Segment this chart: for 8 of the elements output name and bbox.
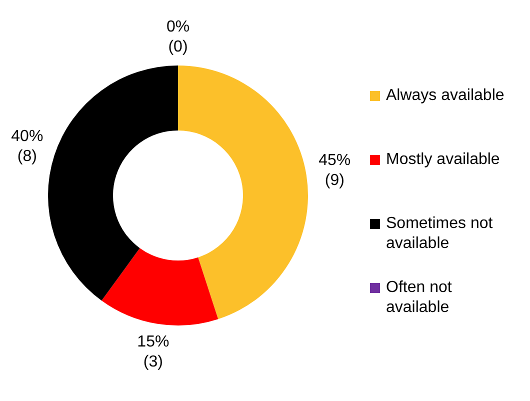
data-label: 15% (3) [137, 334, 170, 371]
legend-label: Sometimes not available [386, 214, 494, 254]
legend-label: Always available [386, 86, 504, 106]
legend-label: Mostly available [386, 150, 500, 170]
data-label: 40% (8) [11, 128, 44, 165]
data-label: 45% (9) [318, 152, 351, 190]
legend-label: Often not available [386, 278, 453, 318]
text: 0% (0) [166, 18, 190, 56]
